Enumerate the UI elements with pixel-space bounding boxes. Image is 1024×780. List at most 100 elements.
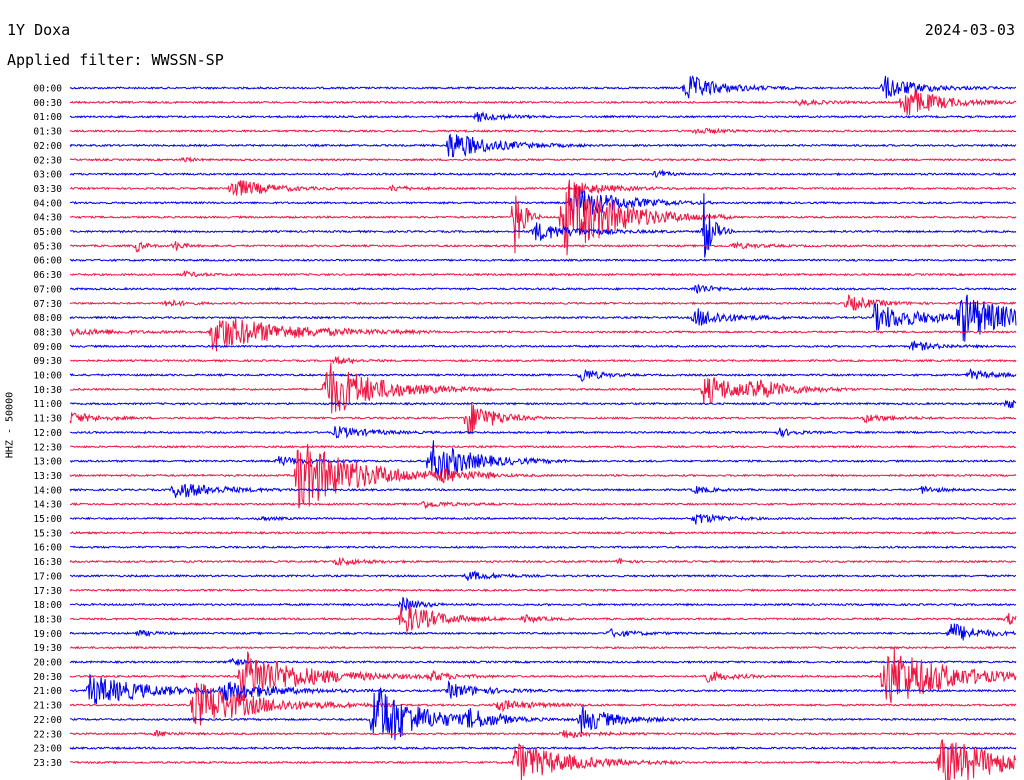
row-tick-label: 23:00 (33, 744, 62, 755)
trace-row-0530 (70, 240, 1017, 253)
trace-row-2100 (69, 674, 1017, 705)
row-tick-label: 19:30 (33, 643, 62, 654)
trace-row-1430 (69, 500, 1017, 510)
trace-row-1930 (69, 645, 1017, 650)
row-tick-label: 21:00 (33, 686, 62, 697)
date-label: 2024-03-03 (924, 21, 1015, 39)
trace-row-2300 (69, 746, 1017, 751)
row-tick-label: 04:00 (33, 198, 62, 209)
station-title: 1Y Doxa (7, 21, 71, 39)
row-tick-label: 22:00 (33, 715, 62, 726)
trace-row-1400 (69, 483, 1017, 498)
row-tick-label: 01:30 (33, 127, 62, 138)
row-tick-label: 14:30 (33, 500, 62, 511)
row-tick-label: 13:00 (33, 457, 62, 468)
row-tick-label: 04:30 (33, 213, 62, 224)
trace-row-0500 (70, 193, 1017, 258)
row-tick-label: 18:30 (33, 614, 62, 625)
row-tick-label: 15:30 (33, 528, 62, 539)
row-tick-label: 03:00 (33, 170, 62, 181)
filter-label: Applied filter: WWSSN-SP (7, 51, 224, 69)
row-tick-label: 08:00 (33, 313, 62, 324)
trace-row-0400 (69, 185, 1017, 222)
row-tick-label: 11:00 (33, 399, 62, 410)
trace-row-1730 (69, 588, 1017, 593)
row-tick-label: 00:00 (33, 84, 62, 95)
row-tick-label: 15:00 (33, 514, 62, 525)
trace-row-0100 (69, 110, 1016, 123)
trace-lines (69, 74, 1017, 780)
trace-row-1630 (69, 556, 1017, 567)
trace-row-2000 (69, 657, 1017, 667)
row-tick-label: 18:00 (33, 600, 62, 611)
row-tick-label: 13:30 (33, 471, 62, 482)
row-tick-label: 20:30 (33, 672, 62, 683)
trace-row-0300 (69, 169, 1017, 178)
row-tick-label: 06:30 (33, 270, 62, 281)
trace-row-0230 (69, 155, 1017, 164)
row-tick-label: 02:00 (33, 141, 62, 152)
row-tick-labels: 00:00 00:30 01:00 01:30 02:00 02:30 03:00 03:30… (33, 84, 62, 769)
row-tick-label: 01:00 (33, 112, 62, 123)
row-tick-label: 03:30 (33, 184, 62, 195)
trace-row-2130 (69, 683, 1017, 726)
row-tick-label: 11:30 (33, 414, 62, 425)
trace-row-1600 (69, 545, 1017, 550)
trace-row-1000 (69, 368, 1017, 382)
row-tick-label: 10:30 (33, 385, 62, 396)
row-tick-label: 02:30 (33, 155, 62, 166)
trace-row-2330 (69, 739, 1017, 780)
trace-row-0200 (69, 133, 1017, 158)
trace-row-1800 (69, 596, 1017, 612)
trace-row-2200 (69, 687, 1017, 741)
row-tick-label: 05:30 (33, 241, 62, 252)
row-tick-label: 12:30 (33, 442, 62, 453)
row-tick-label: 16:00 (33, 543, 62, 554)
row-tick-label: 07:30 (33, 299, 62, 310)
row-tick-label: 20:00 (33, 658, 62, 669)
trace-row-0600 (69, 258, 1017, 263)
trace-row-1230 (69, 444, 1017, 449)
trace-row-1530 (69, 530, 1017, 535)
trace-row-1830 (69, 604, 1017, 634)
trace-row-1300 (69, 440, 1017, 478)
row-tick-label: 12:00 (33, 428, 62, 439)
trace-row-1900 (69, 623, 1017, 641)
row-tick-label: 22:30 (33, 729, 62, 740)
row-tick-label: 05:00 (33, 227, 62, 238)
trace-row-0630 (70, 270, 1017, 278)
row-tick-label: 08:30 (33, 327, 62, 338)
row-tick-label: 19:00 (33, 629, 62, 640)
trace-row-1200 (69, 426, 1017, 439)
row-tick-label: 21:30 (33, 701, 62, 712)
row-tick-label: 07:00 (33, 284, 62, 295)
trace-row-0330 (69, 180, 1017, 196)
trace-row-0800 (69, 294, 1017, 342)
trace-row-2030 (69, 647, 1017, 704)
row-tick-label: 23:30 (33, 758, 62, 769)
row-tick-label: 00:30 (33, 98, 62, 109)
trace-row-0030 (69, 90, 1017, 115)
trace-row-2230 (69, 729, 1017, 739)
trace-row-0930 (70, 355, 1017, 365)
trace-row-0730 (69, 294, 1017, 311)
row-tick-label: 10:00 (33, 371, 62, 382)
trace-row-1500 (69, 513, 1017, 525)
trace-row-0130 (69, 127, 1017, 135)
trace-row-0430 (69, 179, 1017, 256)
row-tick-label: 17:00 (33, 571, 62, 582)
row-tick-label: 06:00 (33, 256, 62, 267)
row-tick-label: 14:00 (33, 485, 62, 496)
row-tick-label: 16:30 (33, 557, 62, 568)
trace-row-0830 (69, 317, 1017, 352)
trace-row-1700 (69, 570, 1017, 581)
trace-row-0900 (69, 340, 1017, 351)
row-tick-label: 09:00 (33, 342, 62, 353)
trace-row-1030 (69, 362, 1017, 414)
trace-row-0000 (69, 74, 1017, 99)
row-tick-label: 09:30 (33, 356, 62, 367)
trace-row-1130 (69, 401, 1017, 435)
trace-row-1100 (69, 399, 1017, 409)
row-tick-label: 17:30 (33, 586, 62, 597)
